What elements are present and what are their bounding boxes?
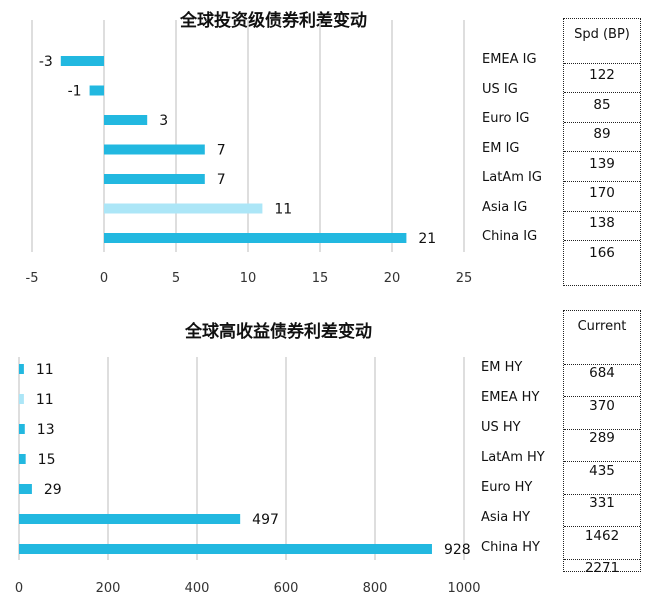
hy-data-label: 11 bbox=[36, 392, 54, 408]
hy-table-divider bbox=[564, 363, 640, 365]
ig-table-value: 89 bbox=[593, 126, 611, 143]
hy-category-label: LatAm HY bbox=[481, 450, 545, 465]
ig-bar bbox=[104, 174, 205, 184]
ig-tick-label: -5 bbox=[26, 271, 39, 286]
hy-table-divider bbox=[564, 461, 640, 462]
ig-category-label: LatAm IG bbox=[482, 170, 542, 185]
hy-category-label: US HY bbox=[481, 420, 521, 435]
ig-data-label: 3 bbox=[159, 113, 168, 129]
ig-table-value: 166 bbox=[589, 244, 615, 261]
ig-spread-table: Spd (BP) 122 85 89 139 170 138 166 bbox=[563, 18, 641, 286]
ig-table-value: 139 bbox=[589, 155, 615, 172]
hy-category-label: EM HY bbox=[481, 360, 523, 375]
hy-bar bbox=[19, 364, 24, 374]
ig-table-value: 138 bbox=[589, 215, 615, 231]
hy-table-header: Current bbox=[577, 319, 627, 334]
ig-category-label: Asia IG bbox=[482, 199, 528, 215]
hy-tick-label: 400 bbox=[185, 581, 210, 596]
hy-spread-bar-chart: 0 200 400 600 800 1000 11 11 13 15 29 497 928 bbox=[15, 357, 481, 596]
hy-bar bbox=[19, 544, 432, 554]
ig-data-label: 7 bbox=[217, 172, 226, 188]
ig-category-label: Euro IG bbox=[482, 111, 530, 126]
hy-table-value: 1462 bbox=[584, 527, 620, 544]
ig-data-label: 7 bbox=[217, 143, 226, 159]
ig-spread-bar-chart: -5 0 5 10 15 20 25 -3 -1 3 7 7 11 21 bbox=[26, 20, 473, 286]
hy-current-table: Current 684 370 289 435 331 1462 2271 bbox=[563, 310, 641, 576]
ig-category-label: US IG bbox=[482, 81, 518, 97]
hy-bar bbox=[19, 424, 25, 434]
hy-bar bbox=[19, 514, 241, 524]
hy-table-divider bbox=[564, 428, 640, 430]
hy-table-value: 435 bbox=[589, 462, 615, 479]
hy-table-divider bbox=[564, 493, 640, 495]
hy-table-value: 2271 bbox=[584, 560, 620, 576]
ig-bar bbox=[89, 85, 104, 96]
hy-table-divider bbox=[564, 558, 640, 560]
hy-category-label: Asia HY bbox=[481, 510, 531, 525]
hy-data-label: 29 bbox=[44, 482, 62, 498]
hy-data-label: 15 bbox=[38, 452, 56, 468]
ig-table-value: 122 bbox=[589, 67, 615, 83]
ig-table-header: Spd (BP) bbox=[574, 27, 630, 42]
ig-bar bbox=[104, 233, 407, 243]
hy-category-label: EMEA HY bbox=[481, 390, 540, 405]
ig-tick-label: 10 bbox=[240, 271, 257, 286]
ig-data-label: -1 bbox=[68, 84, 82, 100]
ig-category-label: EMEA IG bbox=[482, 52, 537, 67]
hy-bar bbox=[19, 394, 24, 404]
ig-tick-label: 25 bbox=[456, 271, 473, 286]
ig-table-divider bbox=[564, 62, 640, 64]
hy-data-label: 497 bbox=[252, 512, 279, 528]
hy-table-value: 289 bbox=[589, 430, 615, 446]
ig-data-label: 21 bbox=[418, 231, 436, 247]
ig-tick-label: 5 bbox=[172, 271, 180, 286]
hy-category-label: China HY bbox=[481, 540, 540, 555]
ig-bar bbox=[104, 144, 205, 155]
ig-table-divider bbox=[564, 92, 640, 94]
hy-tick-label: 600 bbox=[274, 581, 299, 596]
ig-table-divider bbox=[564, 210, 640, 212]
hy-table-value: 331 bbox=[589, 495, 615, 511]
hy-bar bbox=[19, 454, 26, 464]
hy-data-label: 13 bbox=[37, 422, 55, 438]
hy-data-label: 928 bbox=[444, 542, 471, 558]
hy-tick-label: 800 bbox=[363, 581, 388, 596]
hy-tick-label: 0 bbox=[15, 581, 23, 596]
hy-data-label: 11 bbox=[36, 362, 54, 378]
ig-tick-label: 0 bbox=[100, 271, 108, 286]
ig-data-label: 11 bbox=[274, 202, 292, 218]
ig-table-divider bbox=[564, 121, 640, 123]
ig-table-divider bbox=[564, 181, 640, 182]
hy-tick-label: 200 bbox=[96, 581, 121, 596]
ig-data-label: -3 bbox=[39, 54, 53, 70]
ig-tick-label: 20 bbox=[384, 271, 401, 286]
ig-table-value: 170 bbox=[589, 185, 615, 202]
hy-table-value: 684 bbox=[589, 365, 615, 381]
ig-bar bbox=[104, 115, 148, 125]
ig-table-divider bbox=[564, 151, 640, 153]
ig-table-divider bbox=[564, 240, 640, 242]
hy-table-value: 370 bbox=[589, 397, 615, 414]
ig-category-label: China IG bbox=[482, 229, 538, 244]
ig-bar bbox=[104, 203, 263, 214]
hy-bar bbox=[19, 484, 32, 494]
ig-tick-label: 15 bbox=[312, 271, 329, 286]
hy-category-label: Euro HY bbox=[481, 480, 533, 495]
ig-bar bbox=[60, 56, 104, 66]
hy-chart-title: 全球高收益债券利差变动 bbox=[185, 322, 372, 342]
hy-table-divider bbox=[564, 396, 640, 397]
hy-table-divider bbox=[564, 526, 640, 527]
hy-tick-label: 1000 bbox=[447, 581, 480, 596]
ig-category-label: EM IG bbox=[482, 140, 520, 156]
ig-table-value: 85 bbox=[593, 96, 611, 113]
